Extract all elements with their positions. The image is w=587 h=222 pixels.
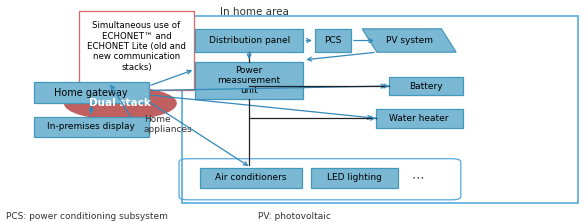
Text: Simultaneous use of
ECHONET™ and
ECHONET Lite (old and
new communication
stacks): Simultaneous use of ECHONET™ and ECHONET… <box>87 21 186 72</box>
Text: PCS: PCS <box>324 36 342 45</box>
FancyBboxPatch shape <box>195 29 303 52</box>
FancyBboxPatch shape <box>315 29 351 52</box>
FancyBboxPatch shape <box>34 117 149 137</box>
FancyBboxPatch shape <box>311 168 398 188</box>
FancyBboxPatch shape <box>34 82 149 103</box>
Text: Distribution panel: Distribution panel <box>208 36 290 45</box>
Text: PV system: PV system <box>386 36 433 45</box>
FancyBboxPatch shape <box>200 168 302 188</box>
Text: In home area: In home area <box>220 7 289 17</box>
Ellipse shape <box>65 87 176 119</box>
Text: PCS: power conditioning subsystem: PCS: power conditioning subsystem <box>6 212 168 221</box>
FancyBboxPatch shape <box>79 11 194 90</box>
Text: Home
appliances: Home appliances <box>144 115 193 134</box>
FancyBboxPatch shape <box>389 77 463 95</box>
Text: Dual stack: Dual stack <box>89 98 151 108</box>
Text: Power
measurement
unit: Power measurement unit <box>218 65 281 95</box>
Text: Water heater: Water heater <box>389 114 449 123</box>
Text: PV: photovoltaic: PV: photovoltaic <box>258 212 331 221</box>
Text: Home gateway: Home gateway <box>55 88 128 98</box>
Text: Air conditioners: Air conditioners <box>215 173 286 182</box>
Text: In-premises display: In-premises display <box>48 122 135 131</box>
FancyBboxPatch shape <box>195 62 303 99</box>
Polygon shape <box>362 29 456 52</box>
Text: LED lighting: LED lighting <box>327 173 382 182</box>
Text: ⋯: ⋯ <box>411 171 424 184</box>
FancyBboxPatch shape <box>376 109 463 128</box>
Text: Battery: Battery <box>409 81 443 91</box>
